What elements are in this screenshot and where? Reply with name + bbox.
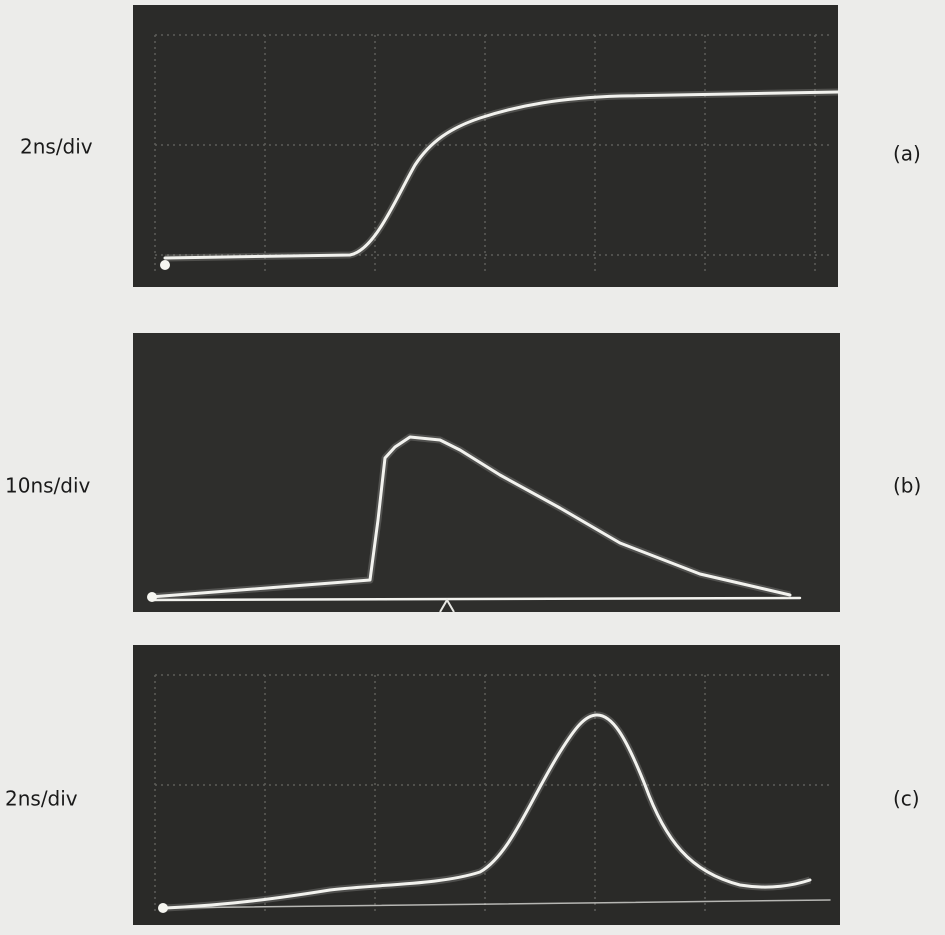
graticule xyxy=(154,674,830,915)
trace xyxy=(163,90,840,260)
trigger-marker xyxy=(439,598,455,613)
time-scale: 10ns/div xyxy=(5,474,91,498)
spot xyxy=(147,592,157,602)
scope-screen xyxy=(133,333,840,612)
panel-a: 2ns/div (a) xyxy=(20,5,921,287)
panel-label: (a) xyxy=(893,142,921,166)
panel-label: (c) xyxy=(893,787,920,811)
trace xyxy=(163,713,812,910)
time-scale: 2ns/div xyxy=(5,787,78,811)
time-scale: 2ns/div xyxy=(20,135,93,159)
trace xyxy=(148,435,792,599)
baseline xyxy=(159,899,831,909)
spot xyxy=(160,260,170,270)
panel-label: (b) xyxy=(893,474,921,498)
panel-b: 10ns/div (b) xyxy=(5,333,921,613)
baseline xyxy=(148,596,802,602)
panel-c: 2ns/div (c) xyxy=(5,645,920,925)
spot xyxy=(158,903,168,913)
